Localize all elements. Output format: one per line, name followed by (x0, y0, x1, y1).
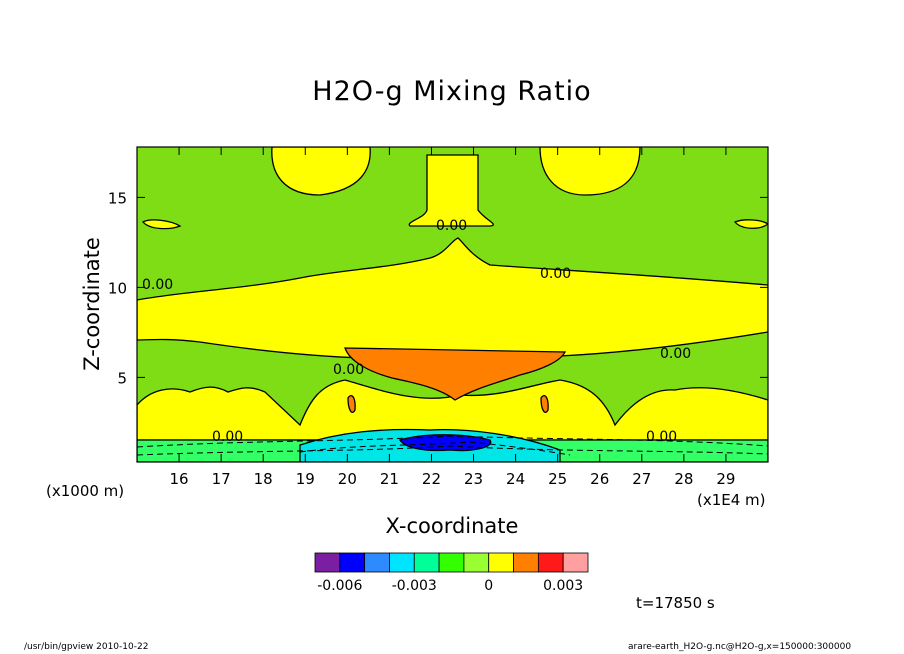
colorbar-swatch (314, 552, 341, 573)
colorbar-swatch (389, 552, 415, 573)
y-tick-label: 5 (117, 369, 127, 387)
contour-region (408, 154, 494, 227)
colorbar-swatch (463, 552, 490, 573)
contour-region (141, 219, 182, 230)
x-tick-label: 27 (632, 470, 651, 488)
x-tick-label: 16 (170, 470, 189, 488)
x-axis-label: X-coordinate (385, 514, 519, 538)
plot-frame (136, 146, 769, 463)
contour-region (137, 379, 768, 441)
chart-title: H2O-g Mixing Ratio (312, 76, 592, 107)
negative-contour (137, 435, 768, 448)
x-axis: 16 17 18 19 20 21 22 23 24 25 26 27 28 29 (170, 147, 735, 488)
colorbar-swatch (562, 552, 589, 573)
colorbar-tick-label: -0.006 (317, 578, 362, 594)
colorbar: -0.006 -0.003 0 0.003 (314, 552, 589, 594)
colorbar-tick-label: 0.003 (543, 578, 583, 594)
x-tick-label: 28 (674, 470, 693, 488)
x-tick-label: 17 (212, 470, 231, 488)
footer-source: arare-earth_H2O-g.nc@H2O-g,x=150000:3000… (628, 642, 852, 652)
contour-region (539, 147, 641, 196)
footer-command: /usr/bin/gpview 2010-10-22 (24, 642, 149, 652)
colorbar-swatch (488, 552, 514, 573)
contour-label: 0.00 (436, 218, 467, 234)
x-tick-label: 26 (590, 470, 609, 488)
contour-label: 0.00 (212, 429, 243, 445)
colorbar-swatch (364, 552, 390, 573)
contour-region (733, 219, 768, 229)
y-unit-label: (x1000 m) (46, 482, 125, 500)
x-tick-label: 29 (716, 470, 735, 488)
colorbar-swatch (438, 552, 465, 573)
x-tick-label: 23 (464, 470, 483, 488)
contour-label: 0.00 (333, 362, 364, 378)
colorbar-swatch (339, 552, 366, 573)
x-tick-label: 21 (380, 470, 399, 488)
x-unit-label: (x1E4 m) (697, 491, 766, 509)
contour-labels: 0.00 0.00 0.00 0.00 0.00 0.00 0.00 (142, 218, 691, 445)
contour-region (540, 395, 549, 413)
contour-region (344, 347, 567, 401)
y-axis: 5 10 15 (108, 189, 768, 387)
contour-label: 0.00 (142, 277, 173, 293)
contour-region (271, 147, 371, 196)
contour-label: 0.00 (660, 346, 691, 362)
x-tick-label: 22 (422, 470, 441, 488)
colorbar-swatch (413, 552, 440, 573)
y-tick-label: 15 (108, 189, 127, 207)
colorbar-tick-label: 0 (484, 578, 493, 594)
colorbar-tick-label: -0.003 (392, 578, 437, 594)
contour-label: 0.00 (540, 266, 571, 282)
time-annotation: t=17850 s (636, 594, 715, 612)
negative-contour (137, 445, 768, 456)
x-tick-label: 19 (296, 470, 315, 488)
x-tick-label: 24 (506, 470, 525, 488)
y-axis-label: Z-coordinate (80, 237, 104, 371)
contour-region (137, 237, 768, 359)
negative-contour (299, 441, 571, 456)
colorbar-swatch (513, 552, 539, 573)
x-tick-label: 25 (548, 470, 567, 488)
y-tick-label: 10 (108, 279, 127, 297)
field-layer (137, 147, 768, 462)
colorbar-swatch (537, 552, 564, 573)
contour-region (347, 395, 356, 413)
x-tick-label: 18 (254, 470, 273, 488)
contour-label: 0.00 (646, 429, 677, 445)
x-tick-label: 20 (338, 470, 357, 488)
